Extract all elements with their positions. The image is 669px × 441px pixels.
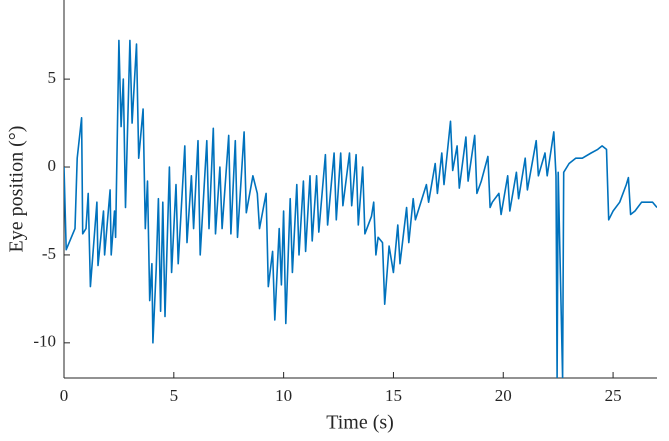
x-tick-label: 15 <box>385 386 402 405</box>
data-line <box>64 39 657 378</box>
y-tick-label: 0 <box>48 156 57 175</box>
x-tick-label: 0 <box>60 386 69 405</box>
y-tick-label: -10 <box>33 332 56 351</box>
x-tick-label: 5 <box>170 386 179 405</box>
x-tick-label: 20 <box>495 386 512 405</box>
y-axis-label: Eye position (°) <box>6 126 28 253</box>
y-tick-label: 5 <box>48 68 57 87</box>
y-tick-label: -5 <box>42 244 56 263</box>
x-tick-label: 25 <box>605 386 622 405</box>
x-axis-label: Time (s) <box>326 412 394 434</box>
x-tick-label: 10 <box>275 386 292 405</box>
